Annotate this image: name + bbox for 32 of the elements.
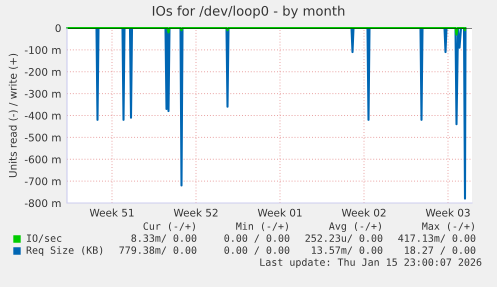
y-tick-label: -600 m	[24, 155, 61, 164]
text: Max (-/+)	[422, 222, 474, 232]
line-series	[66, 26, 467, 36]
x-tick-label: Week 01	[258, 208, 302, 217]
text: 417.13m/ 0.00	[398, 234, 476, 243]
x-tick-label: Week 51	[90, 208, 134, 217]
legend-label: IO/sec	[26, 234, 62, 243]
text: 779.38m/ 0.00	[119, 246, 196, 255]
x-tick-label: Week 02	[342, 208, 386, 217]
text: 8.33m/ 0.00	[131, 234, 196, 243]
y-axis-title: Units read (-) / write (+)	[8, 54, 18, 178]
text: 0.00 / 0.00	[224, 246, 290, 255]
text: 252.23u/ 0.00	[305, 234, 382, 243]
text: Last update: Thu Jan 15 23:00:07 2026	[260, 258, 482, 268]
y-tick-label: -700 m	[24, 177, 61, 186]
y-tick-label: -100 m	[24, 46, 61, 54]
text: 18.27 / 0.00	[404, 246, 476, 255]
text: Cur (-/+)	[143, 222, 195, 232]
y-tick-label: -300 m	[24, 90, 61, 98]
text: 13.57m/ 0.00	[312, 246, 382, 255]
text: Min (-/+)	[236, 222, 288, 232]
y-tick-label: -400 m	[24, 112, 61, 120]
text: Avg (-/+)	[329, 222, 381, 232]
y-tick-label: -500 m	[24, 134, 61, 142]
chart-title: IOs for /dev/loop0 - by month	[152, 6, 344, 18]
legend-label: Req Size (KB)	[26, 246, 102, 256]
y-tick-label: 0	[56, 24, 61, 32]
y-tick-label: -800 m	[24, 199, 61, 208]
y-tick-label: -200 m	[24, 68, 61, 76]
x-tick-label: Week 03	[426, 208, 470, 217]
text: 0.00 / 0.00	[224, 234, 290, 243]
x-tick-label: Week 52	[174, 208, 218, 217]
